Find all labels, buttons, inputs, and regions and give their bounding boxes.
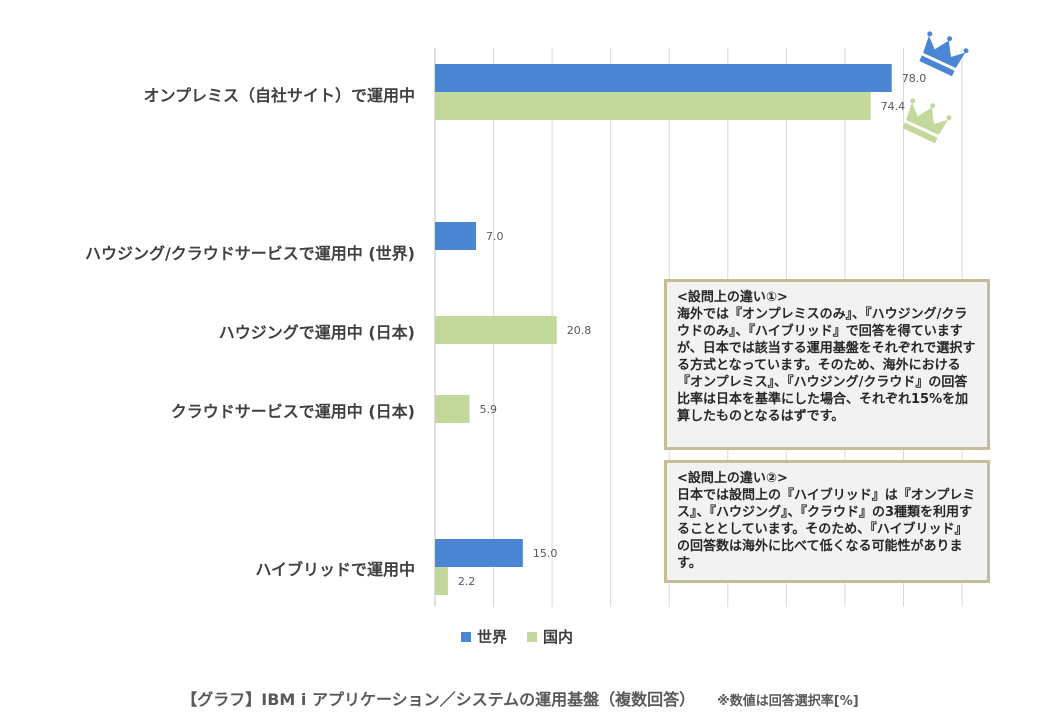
- category-label-housing-cloud-world: ハウジング/クラウドサービスで運用中 (世界): [84, 244, 415, 263]
- legend-swatch-japan: [527, 631, 538, 642]
- crown-jewel: [930, 103, 936, 109]
- caption-title: 【グラフ】IBM i アプリケーション／システムの運用基盤（複数回答）: [181, 690, 696, 709]
- crown-band: [919, 55, 955, 77]
- data-label: 2.2: [458, 575, 476, 588]
- legend-item-world: 世界: [461, 626, 507, 647]
- note-2-body: 日本では設問上の『ハイブリッド』は『オンプレミス』、『ハウジング』、『クラウド』…: [677, 488, 976, 571]
- crown-band: [902, 122, 938, 144]
- crown-icon-blue: [919, 31, 969, 77]
- data-label: 78.0: [902, 72, 927, 85]
- bar-japan: [435, 567, 448, 595]
- note-box-difference-1: <設問上の違い①> 海外では『オンプレミスのみ』、『ハウジング/クラウドのみ』、…: [664, 279, 990, 450]
- chart-legend: 世界 国内: [461, 626, 573, 647]
- category-label-hybrid: ハイブリッドで運用中: [255, 560, 415, 579]
- bar-japan: [435, 395, 470, 423]
- legend-label-japan: 国内: [543, 628, 574, 646]
- data-label: 7.0: [486, 230, 504, 243]
- caption-note: ※数値は回答選択率[%]: [717, 694, 859, 709]
- crown-body: [906, 102, 949, 136]
- note-2-title: <設問上の違い②>: [677, 471, 788, 486]
- category-label-onpremise: オンプレミス（自社サイト）で運用中: [143, 86, 415, 105]
- note-box-difference-2: <設問上の違い②> 日本では設問上の『ハイブリッド』は『オンプレミス』、『ハウジ…: [664, 460, 990, 583]
- data-label: 74.4: [881, 100, 906, 113]
- note-1-title: <設問上の違い①>: [677, 290, 788, 305]
- category-label-housing-japan: ハウジングで運用中 (日本): [218, 323, 415, 342]
- bar-japan: [435, 92, 871, 120]
- crown-jewel: [910, 98, 916, 104]
- crown-body: [923, 35, 966, 69]
- legend-item-japan: 国内: [527, 626, 573, 647]
- category-label-cloud-japan: クラウドサービスで運用中 (日本): [170, 402, 415, 421]
- crown-jewel: [947, 36, 953, 42]
- crown-jewel: [946, 115, 952, 121]
- bar-world: [435, 64, 892, 92]
- data-label: 15.0: [533, 547, 558, 560]
- bar-world: [435, 222, 476, 250]
- crown-icon-green: [902, 98, 952, 144]
- chart-caption: 【グラフ】IBM i アプリケーション／システムの運用基盤（複数回答） ※数値は回…: [0, 686, 1040, 710]
- bar-japan: [435, 316, 557, 344]
- note-1-body: 海外では『オンプレミスのみ』、『ハウジング/クラウドのみ』、『ハイブリッド』で回…: [677, 307, 976, 424]
- crown-jewel: [927, 31, 933, 37]
- legend-swatch-world: [461, 631, 471, 642]
- data-label: 5.9: [480, 403, 498, 416]
- legend-label-world: 世界: [477, 628, 508, 646]
- data-label: 20.8: [567, 324, 592, 337]
- bar-world: [435, 539, 523, 567]
- crown-jewel: [963, 48, 969, 54]
